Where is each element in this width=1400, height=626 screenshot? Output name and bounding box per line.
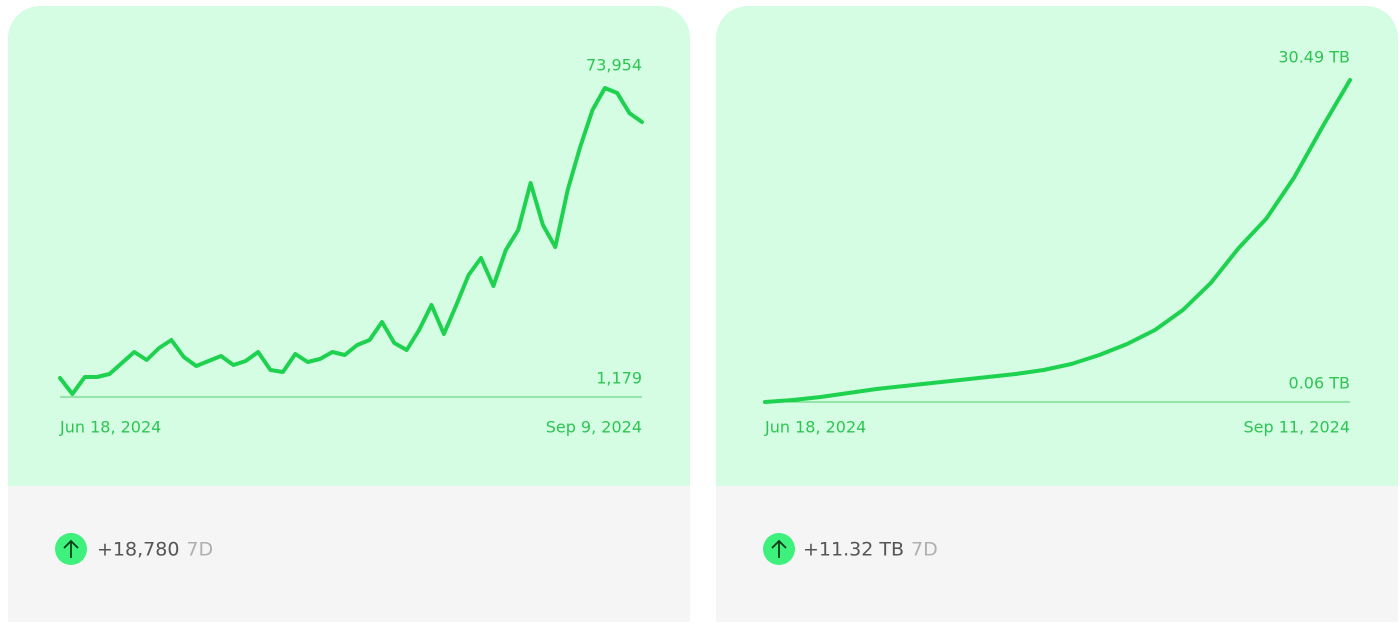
delta: +11.32 TB [803,539,904,561]
delta: +18,780 [97,539,179,561]
y-tick-label: 73,954 [586,56,642,75]
up-icon [763,533,795,565]
footer-panel [8,486,690,626]
period: 7D [911,539,938,561]
card [716,6,1398,626]
x-tick-label: Sep 9, 2024 [546,418,642,437]
x-tick-label: Sep 11, 2024 [1244,418,1351,437]
x-tick-label: Jun 18, 2024 [764,418,866,437]
line [58,86,644,396]
line [763,78,1352,404]
period: 7D [186,539,213,561]
y-tick-label: 1,179 [596,369,642,388]
x-tick-label: Jun 18, 2024 [59,418,161,437]
chart-panel [8,6,690,486]
y-tick-label: 0.06 TB [1289,374,1350,393]
y-tick-label: 30.49 TB [1278,48,1350,67]
chart-panel [716,6,1398,486]
up-icon [55,533,87,565]
footer-panel [716,486,1398,626]
card [8,6,690,626]
